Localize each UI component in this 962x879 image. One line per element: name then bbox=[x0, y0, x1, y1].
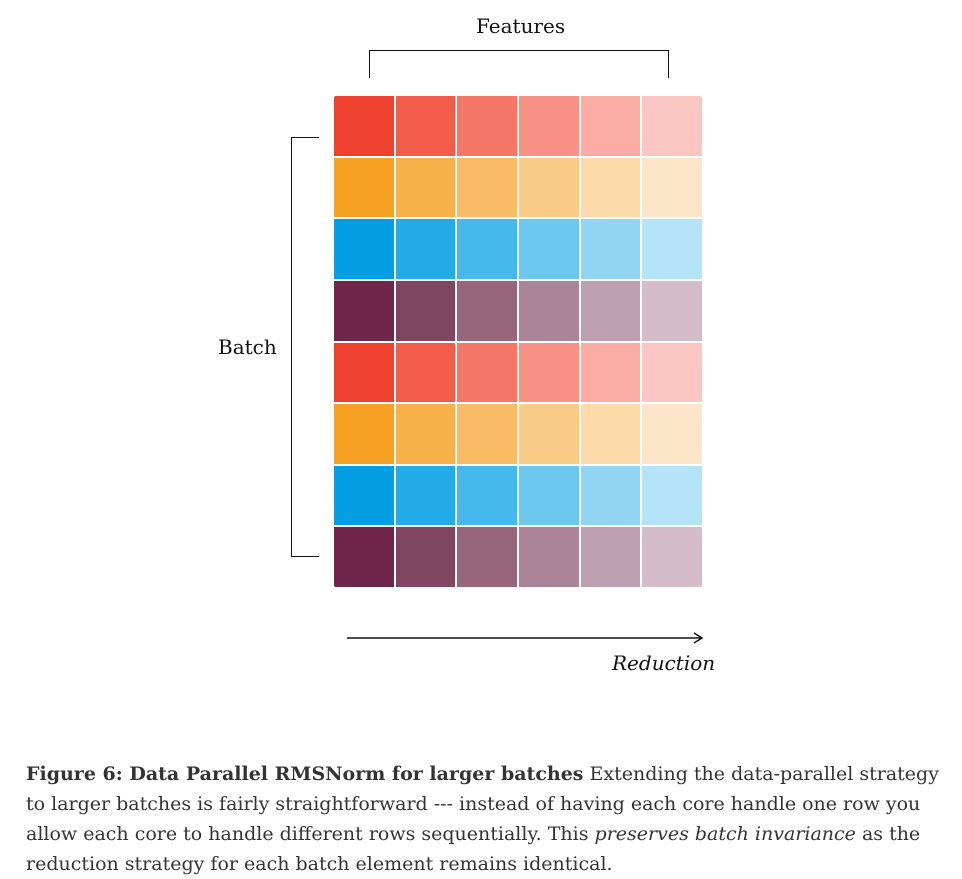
grid-cell-r6-c6 bbox=[642, 404, 702, 464]
grid-cell-r7-c3 bbox=[457, 465, 517, 526]
grid-cell-r2-c3 bbox=[457, 157, 517, 218]
grid-cell-r4-c2 bbox=[395, 280, 456, 341]
grid-cell-r4-c5 bbox=[580, 280, 641, 341]
grid-cell-r8-c3 bbox=[457, 527, 517, 587]
grid-cell-r1-c1 bbox=[334, 96, 394, 156]
grid-cell-r7-c6 bbox=[642, 465, 702, 526]
grid-cell-r5-c6 bbox=[642, 342, 702, 403]
grid-cell-r1-c5 bbox=[580, 96, 641, 156]
grid-cell-r2-c4 bbox=[519, 157, 579, 218]
grid-cell-r7-c4 bbox=[519, 465, 579, 526]
grid-cell-r2-c5 bbox=[580, 157, 641, 218]
grid-cell-r5-c2 bbox=[395, 342, 456, 403]
grid-cell-r1-c3 bbox=[457, 96, 517, 156]
figure-caption: Figure 6: Data Parallel RMSNorm for larg… bbox=[26, 759, 941, 879]
grid-cell-r8-c2 bbox=[395, 527, 456, 587]
grid-cell-r7-c5 bbox=[580, 465, 641, 526]
reduction-label: Reduction bbox=[612, 651, 716, 675]
grid-cell-r1-c2 bbox=[395, 96, 456, 156]
grid-cell-r4-c1 bbox=[334, 280, 394, 341]
grid-cell-r5-c4 bbox=[519, 342, 579, 403]
batch-label: Batch bbox=[218, 335, 277, 359]
grid-cell-r7-c2 bbox=[395, 465, 456, 526]
grid-cell-r6-c1 bbox=[334, 404, 394, 464]
grid-cell-r4-c4 bbox=[519, 280, 579, 341]
grid-cell-r7-c1 bbox=[334, 465, 394, 526]
grid-cell-r2-c2 bbox=[395, 157, 456, 218]
grid-cell-r2-c6 bbox=[642, 157, 702, 218]
grid-cell-r2-c1 bbox=[334, 157, 394, 218]
caption-text-1: Extending the data-parallel strategy to … bbox=[26, 763, 939, 845]
grid-cell-r3-c5 bbox=[580, 219, 641, 279]
grid-cell-r4-c6 bbox=[642, 280, 702, 341]
grid-cell-r3-c2 bbox=[395, 219, 456, 279]
grid-cell-r8-c5 bbox=[580, 527, 641, 587]
reduction-arrow bbox=[347, 632, 704, 644]
feature-batch-grid bbox=[334, 96, 702, 587]
grid-cell-r3-c1 bbox=[334, 219, 394, 279]
grid-cell-r6-c2 bbox=[395, 404, 456, 464]
grid-cell-r8-c4 bbox=[519, 527, 579, 587]
grid-cell-r5-c1 bbox=[334, 342, 394, 403]
caption-emphasis: preserves batch invariance bbox=[594, 823, 856, 845]
grid-cell-r4-c3 bbox=[457, 280, 517, 341]
grid-cell-r3-c4 bbox=[519, 219, 579, 279]
grid-cell-r1-c6 bbox=[642, 96, 702, 156]
features-label: Features bbox=[476, 14, 566, 38]
grid-cell-r8-c1 bbox=[334, 527, 394, 587]
grid-cell-r8-c6 bbox=[642, 527, 702, 587]
caption-title: Figure 6: Data Parallel RMSNorm for larg… bbox=[26, 763, 584, 785]
features-bracket bbox=[369, 50, 669, 78]
grid-cell-r3-c6 bbox=[642, 219, 702, 279]
grid-cell-r5-c5 bbox=[580, 342, 641, 403]
batch-bracket bbox=[291, 137, 319, 557]
grid-cell-r6-c3 bbox=[457, 404, 517, 464]
grid-cell-r6-c4 bbox=[519, 404, 579, 464]
grid-cell-r6-c5 bbox=[580, 404, 641, 464]
grid-cell-r3-c3 bbox=[457, 219, 517, 279]
grid-cell-r1-c4 bbox=[519, 96, 579, 156]
grid-cell-r5-c3 bbox=[457, 342, 517, 403]
